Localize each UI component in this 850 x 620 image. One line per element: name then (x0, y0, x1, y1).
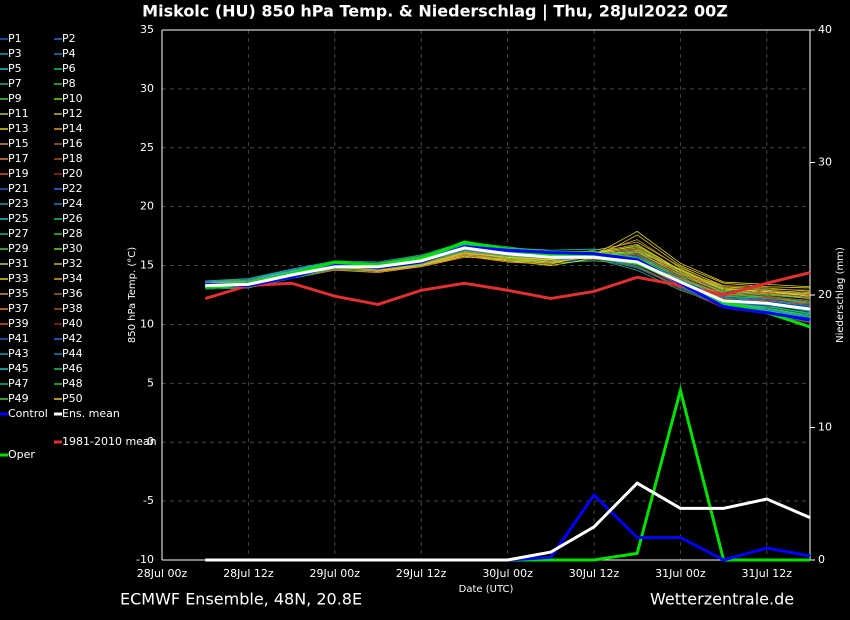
legend-label: P45 (8, 362, 29, 375)
legend-label: P36 (62, 287, 83, 300)
y2-axis-label: Niederschlag (mm) (835, 247, 846, 343)
chart-title: Miskolc (HU) 850 hPa Temp. & Niederschla… (142, 2, 728, 22)
legend-label: P17 (8, 152, 29, 165)
legend-label: P10 (62, 92, 83, 105)
legend-label: P15 (8, 137, 29, 150)
legend-label: P23 (8, 197, 29, 210)
y2-tick-label: 10 (818, 421, 832, 434)
legend-label: P31 (8, 257, 29, 270)
y-tick-label: -10 (136, 553, 154, 566)
legend-label: P2 (62, 32, 76, 45)
x-tick-label: 30Jul 00z (482, 567, 533, 580)
legend-label: P50 (62, 392, 83, 405)
footer-right: Wetterzentrale.de (650, 590, 794, 609)
temp-line (204, 271, 811, 306)
legend-label: P34 (62, 272, 83, 285)
legend-label: Ens. mean (62, 407, 120, 420)
y-tick-label: 25 (140, 141, 154, 154)
y-tick-label: 10 (140, 317, 154, 330)
x-tick-label: 29Jul 12z (396, 567, 447, 580)
legend-label: P27 (8, 227, 29, 240)
legend-label: 1981-2010 mean (62, 435, 157, 448)
legend-label: P43 (8, 347, 29, 360)
y2-tick-label: 40 (818, 23, 832, 36)
precip-line (205, 481, 811, 562)
x-tick-label: 29Jul 00z (310, 567, 361, 580)
x-tick-label: 31Jul 12z (742, 567, 793, 580)
y-tick-label: -5 (143, 494, 154, 507)
legend-label: P14 (62, 122, 83, 135)
y-tick-label: 35 (140, 23, 154, 36)
legend-label: P26 (62, 212, 83, 225)
legend-label: P48 (62, 377, 83, 390)
legend-label: P13 (8, 122, 29, 135)
legend-label: P24 (62, 197, 83, 210)
legend-label: P37 (8, 302, 29, 315)
y-tick-label: 5 (147, 376, 154, 389)
legend-label: P18 (62, 152, 83, 165)
legend-label: P30 (62, 242, 83, 255)
legend-label: P25 (8, 212, 29, 225)
legend-label: P5 (8, 62, 22, 75)
legend-label: P47 (8, 377, 29, 390)
legend-label: P16 (62, 137, 83, 150)
legend-label: P6 (62, 62, 76, 75)
legend-label: P49 (8, 392, 29, 405)
legend-label: P35 (8, 287, 29, 300)
y-tick-label: 20 (140, 200, 154, 213)
legend-label: P4 (62, 47, 76, 60)
legend-label: P19 (8, 167, 29, 180)
legend-label: P28 (62, 227, 83, 240)
x-tick-label: 28Jul 12z (223, 567, 274, 580)
legend-label: P33 (8, 272, 29, 285)
legend-label: P39 (8, 317, 29, 330)
y-tick-label: 30 (140, 82, 154, 95)
x-tick-label: 28Jul 00z (137, 567, 188, 580)
legend-label: P11 (8, 107, 29, 120)
y2-tick-label: 20 (818, 288, 832, 301)
legend-label: P21 (8, 182, 29, 195)
legend-label: P41 (8, 332, 29, 345)
legend-label: P40 (62, 317, 83, 330)
legend-label: P22 (62, 182, 83, 195)
legend-label: P3 (8, 47, 22, 60)
x-axis-label: Date (UTC) (459, 584, 514, 595)
legend-label: P8 (62, 77, 76, 90)
legend-label: Oper (8, 448, 35, 461)
legend-label: P32 (62, 257, 83, 270)
legend-label: P9 (8, 92, 22, 105)
x-tick-label: 31Jul 00z (655, 567, 706, 580)
legend-label: P42 (62, 332, 83, 345)
legend-label: P38 (62, 302, 83, 315)
legend-label: P1 (8, 32, 22, 45)
legend-label: P20 (62, 167, 83, 180)
legend-label: Control (8, 407, 48, 420)
x-tick-label: 30Jul 12z (569, 567, 620, 580)
footer-left: ECMWF Ensemble, 48N, 20.8E (120, 590, 362, 609)
y-tick-label: 15 (140, 259, 154, 272)
y2-tick-label: 30 (818, 156, 832, 169)
y2-tick-label: 0 (818, 553, 825, 566)
temp-line (205, 246, 811, 311)
legend-label: P7 (8, 77, 22, 90)
legend-label: P29 (8, 242, 29, 255)
legend-label: P44 (62, 347, 83, 360)
legend-label: P46 (62, 362, 83, 375)
y-tick-label: 0 (147, 435, 154, 448)
y-axis-label: 850 hPa Temp. (°C) (127, 247, 138, 343)
legend-label: P12 (62, 107, 83, 120)
